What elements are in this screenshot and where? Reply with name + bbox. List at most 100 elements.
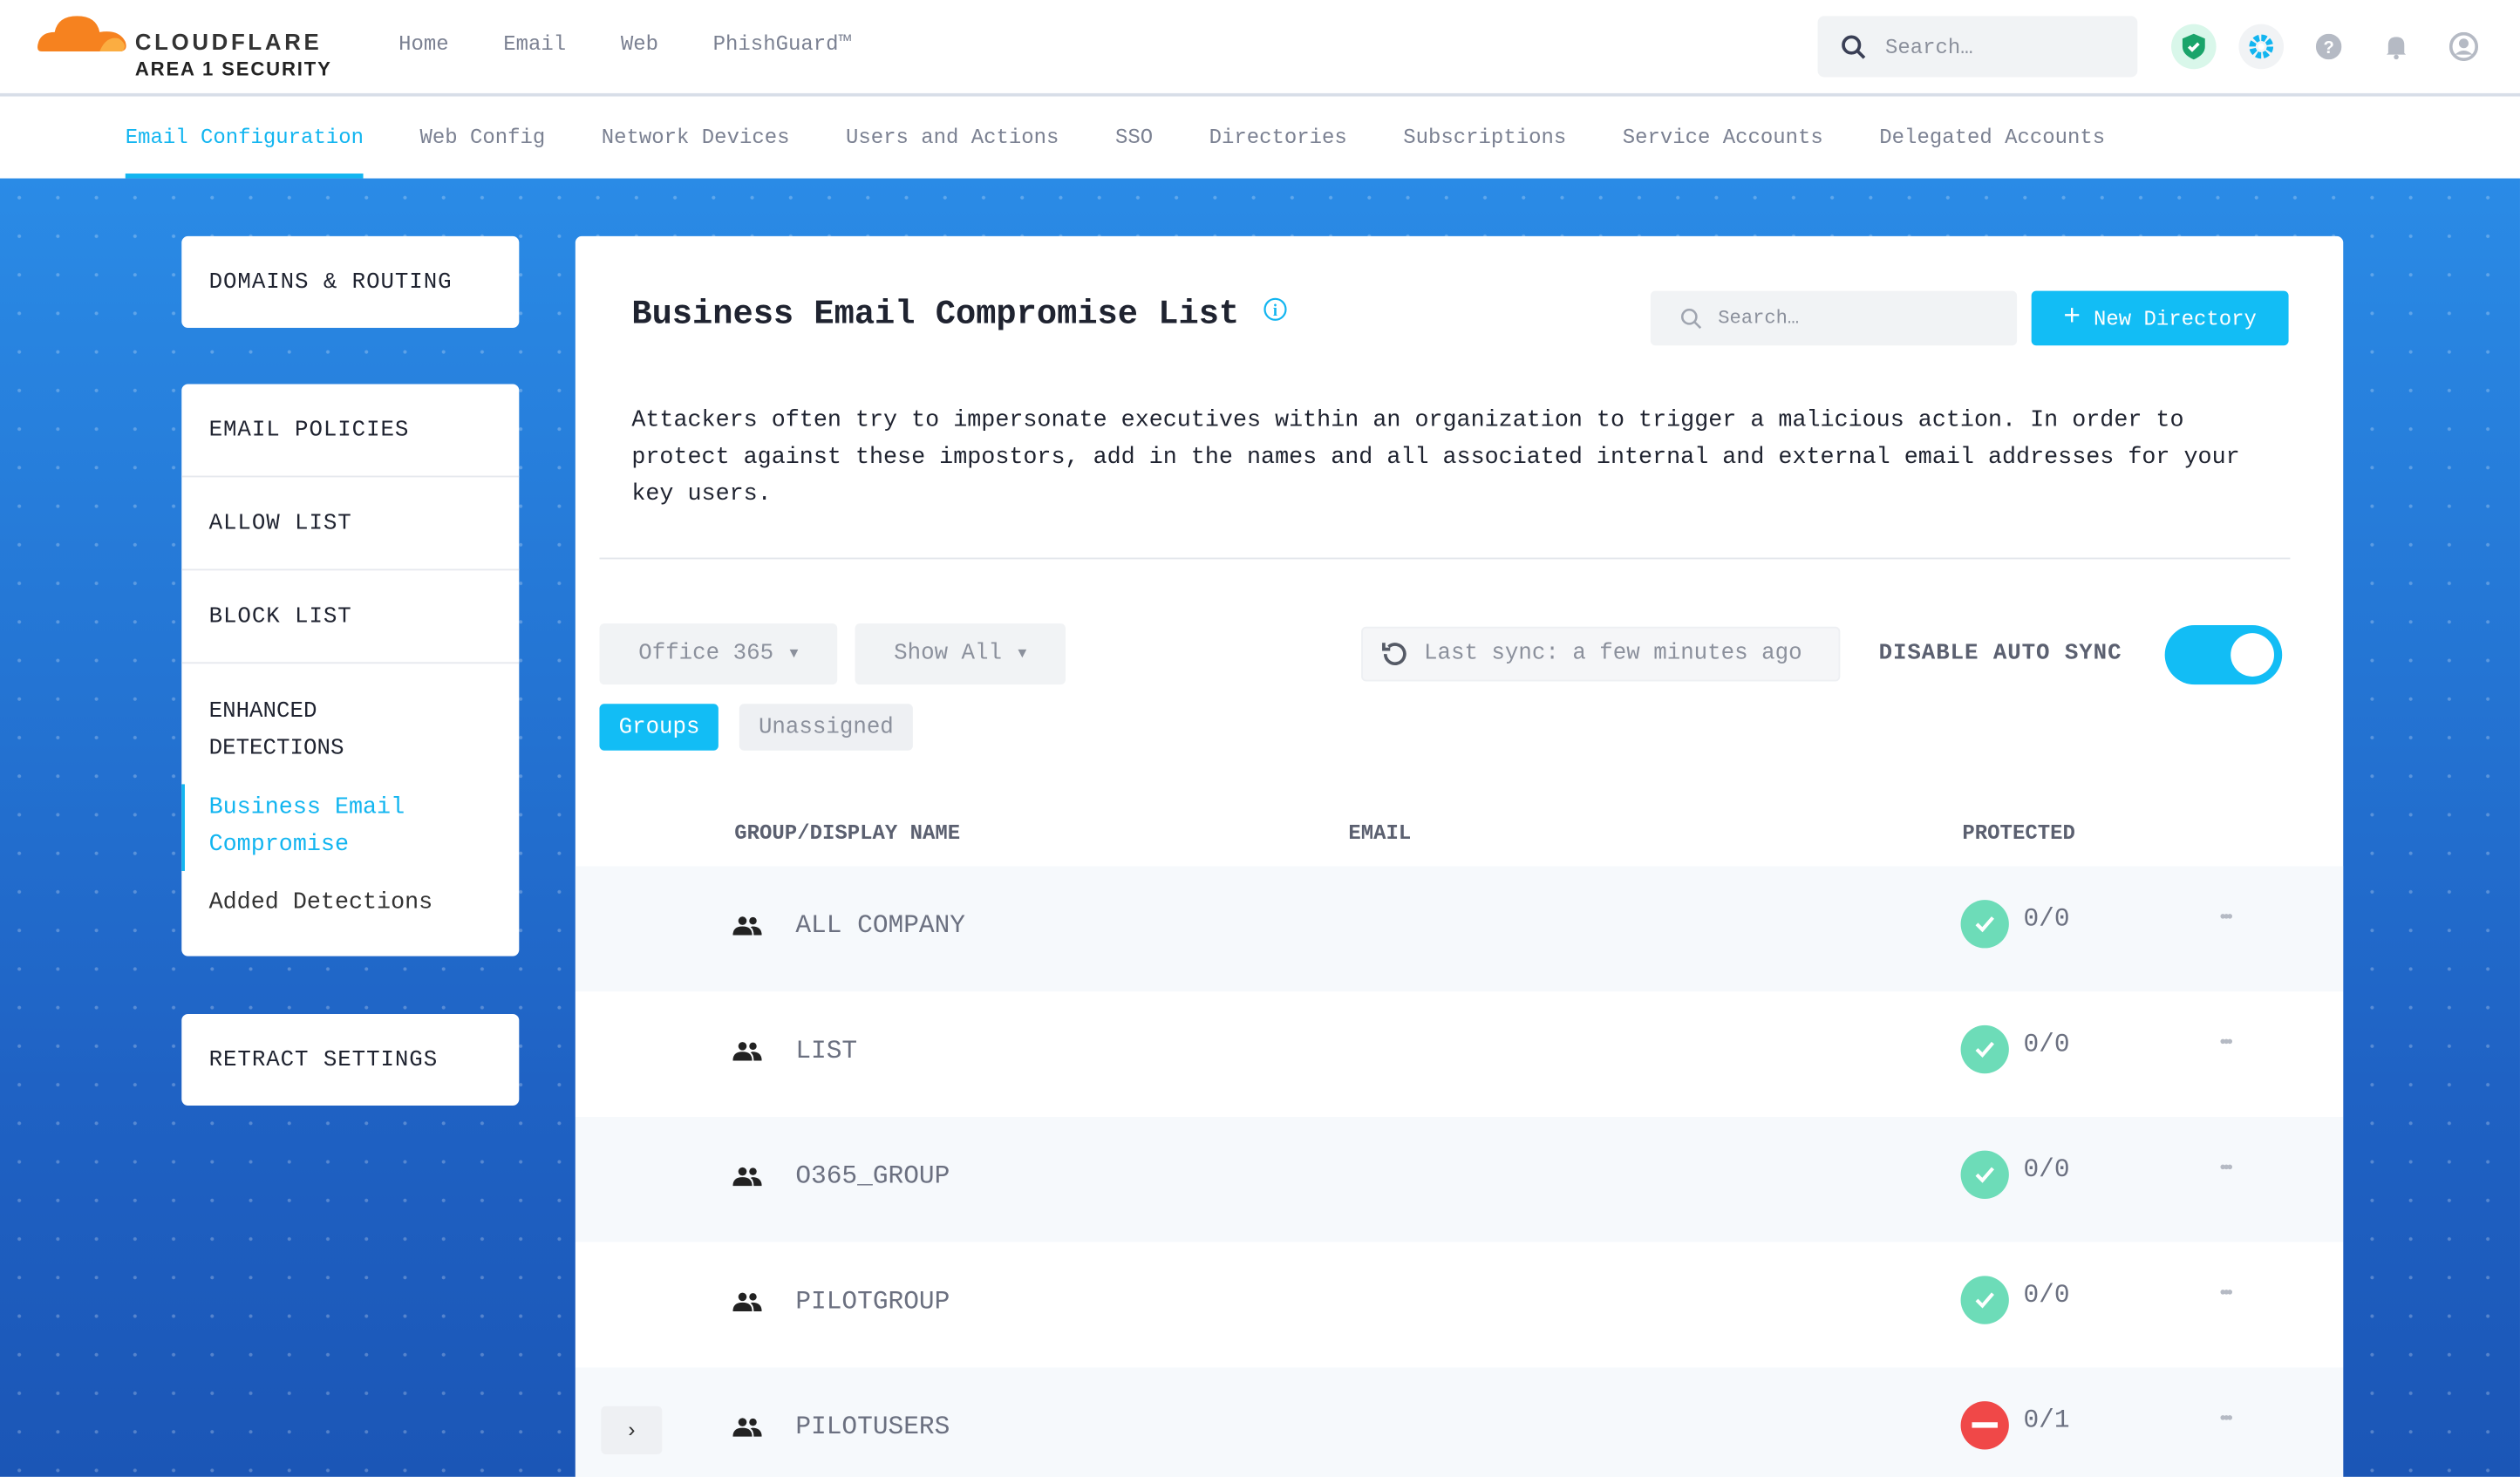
more-options-icon[interactable]: ●●● <box>2219 1036 2233 1050</box>
page-title-text: Business Email Compromise List <box>631 296 1240 335</box>
brand-name: CLOUDFLARE <box>134 29 323 55</box>
shield-check-icon[interactable] <box>2171 24 2217 70</box>
column-header-name[interactable]: GROUP/DISPLAY NAME <box>734 820 961 846</box>
gear-icon[interactable] <box>2238 24 2285 70</box>
more-options-icon[interactable]: ●●● <box>2219 911 2233 924</box>
new-directory-button[interactable]: + New Directory <box>2031 290 2289 346</box>
caret-down-icon: ▼ <box>789 645 799 663</box>
table-row[interactable]: O365_GROUP 0/0 ●●● <box>575 1116 2344 1242</box>
filter-dropdown-value: Show All <box>894 641 1002 667</box>
sidebar-item-enhanced-detections[interactable]: ENHANCED DETECTIONS <box>208 698 344 762</box>
group-name: PILOTGROUP <box>795 1287 950 1317</box>
group-name: O365_GROUP <box>795 1161 950 1191</box>
check-circle-icon <box>1960 1024 2009 1074</box>
minus-circle-icon <box>1960 1401 2009 1450</box>
sidebar-item-email-policies[interactable]: EMAIL POLICIES <box>181 385 520 478</box>
check-circle-icon <box>1960 1276 2009 1324</box>
sidebar-subitem-bec[interactable]: Business Email Compromise <box>181 784 454 871</box>
nav-home[interactable]: Home <box>398 31 449 57</box>
auto-sync-label: DISABLE AUTO SYNC <box>1878 641 2122 667</box>
tab-service-accounts[interactable]: Service Accounts <box>1622 125 1823 150</box>
svg-text:?: ? <box>2323 38 2333 58</box>
group-icon <box>732 1416 762 1445</box>
tab-sso[interactable]: SSO <box>1114 125 1154 150</box>
nav-web[interactable]: Web <box>620 31 659 57</box>
more-options-icon[interactable]: ●●● <box>2219 1287 2233 1301</box>
sidebar-item-label: DOMAINS & ROUTING <box>208 269 453 296</box>
table-row[interactable]: LIST 0/0 ●●● <box>575 991 2344 1117</box>
divider <box>599 557 2291 560</box>
global-search-input[interactable]: Search… <box>1817 16 2138 78</box>
list-search-input[interactable]: Search… <box>1650 290 2018 346</box>
nav-email[interactable]: Email <box>503 31 567 57</box>
new-directory-label: New Directory <box>2093 306 2257 330</box>
caret-down-icon: ▼ <box>1018 645 1027 663</box>
help-icon[interactable]: ? <box>2306 24 2352 70</box>
bell-icon[interactable] <box>2374 24 2419 70</box>
tab-unassigned[interactable]: Unassigned <box>739 704 913 751</box>
tab-web-config[interactable]: Web Config <box>419 125 546 150</box>
cloudflare-logo[interactable]: CLOUDFLARE AREA 1 SECURITY <box>36 6 341 86</box>
more-options-icon[interactable]: ●●● <box>2219 1161 2233 1175</box>
group-name: PILOTUSERS <box>795 1412 950 1442</box>
sub-nav: Email Configuration Web Config Network D… <box>0 98 2520 179</box>
check-circle-icon <box>1960 900 2009 949</box>
search-icon <box>1842 35 1866 59</box>
refresh-icon <box>1382 643 1406 665</box>
description: Attackers often try to impersonate execu… <box>631 408 2240 508</box>
main-panel: Business Email Compromise List i Search…… <box>575 235 2344 1477</box>
tab-groups[interactable]: Groups <box>599 704 719 751</box>
search-icon <box>1680 308 1702 330</box>
protected-count: 0/0 <box>2023 1155 2070 1185</box>
group-icon <box>732 1039 762 1068</box>
more-options-icon[interactable]: ●●● <box>2219 1412 2233 1426</box>
sidebar-subitem-added-detections[interactable]: Added Detections <box>208 890 433 916</box>
group-icon <box>732 915 762 943</box>
check-circle-icon <box>1960 1150 2009 1199</box>
sidebar-menu: EMAIL POLICIES ALLOW LIST BLOCK LIST ENH… <box>181 384 520 956</box>
sidebar-item-block-list[interactable]: BLOCK LIST <box>181 570 520 664</box>
tab-network-devices[interactable]: Network Devices <box>601 125 790 150</box>
source-dropdown-value: Office 365 <box>638 641 774 667</box>
user-icon[interactable] <box>2442 24 2487 70</box>
brand-sub: AREA 1 SECURITY <box>134 58 332 81</box>
global-search-placeholder: Search… <box>1884 34 1973 59</box>
plus-icon: + <box>2063 302 2081 335</box>
cloud-icon <box>37 16 126 51</box>
group-icon <box>732 1165 762 1194</box>
top-nav: Home Email Web PhishGuard™ <box>398 32 851 57</box>
protected-count: 0/1 <box>2023 1406 2070 1435</box>
sync-button[interactable]: Last sync: a few minutes ago <box>1361 626 1841 682</box>
sidebar-item-allow-list[interactable]: ALLOW LIST <box>181 477 520 571</box>
page-title: Business Email Compromise List i <box>631 297 1286 334</box>
tab-users-and-actions[interactable]: Users and Actions <box>845 125 1059 150</box>
sidebar-item-label: RETRACT SETTINGS <box>208 1046 439 1073</box>
group-name: ALL COMPANY <box>795 911 966 941</box>
sidebar-retract-settings[interactable]: RETRACT SETTINGS <box>181 1013 520 1106</box>
last-sync-text: Last sync: a few minutes ago <box>1423 641 1802 667</box>
column-header-email[interactable]: EMAIL <box>1348 820 1412 846</box>
table-row[interactable]: ALL COMPANY 0/0 ●●● <box>575 866 2344 992</box>
group-icon <box>732 1290 762 1319</box>
expand-button[interactable]: › <box>601 1406 663 1455</box>
nav-phishguard[interactable]: PhishGuard™ <box>712 31 851 57</box>
table-row[interactable]: › PILOTUSERS 0/1 ●●● <box>575 1367 2344 1477</box>
protected-count: 0/0 <box>2023 1030 2070 1059</box>
top-bar: CLOUDFLARE AREA 1 SECURITY Home Email We… <box>0 0 2520 97</box>
protected-count: 0/0 <box>2023 904 2070 934</box>
filter-dropdown[interactable]: Show All ▼ <box>855 623 1066 685</box>
svg-text:i: i <box>1272 302 1277 319</box>
search-placeholder: Search… <box>1718 307 1800 330</box>
tab-directories[interactable]: Directories <box>1209 125 1347 150</box>
source-dropdown[interactable]: Office 365 ▼ <box>599 623 838 685</box>
group-name: LIST <box>795 1036 858 1065</box>
tab-subscriptions[interactable]: Subscriptions <box>1403 125 1567 150</box>
column-header-protected[interactable]: PROTECTED <box>1962 820 2075 846</box>
tab-email-configuration[interactable]: Email Configuration <box>125 98 364 179</box>
info-icon[interactable]: i <box>1263 297 1287 322</box>
tab-delegated-accounts[interactable]: Delegated Accounts <box>1879 125 2106 150</box>
auto-sync-toggle[interactable] <box>2164 624 2283 685</box>
table-row[interactable]: PILOTGROUP 0/0 ●●● <box>575 1242 2344 1368</box>
sidebar-domains-routing[interactable]: DOMAINS & ROUTING <box>181 235 520 328</box>
protected-count: 0/0 <box>2023 1280 2070 1310</box>
